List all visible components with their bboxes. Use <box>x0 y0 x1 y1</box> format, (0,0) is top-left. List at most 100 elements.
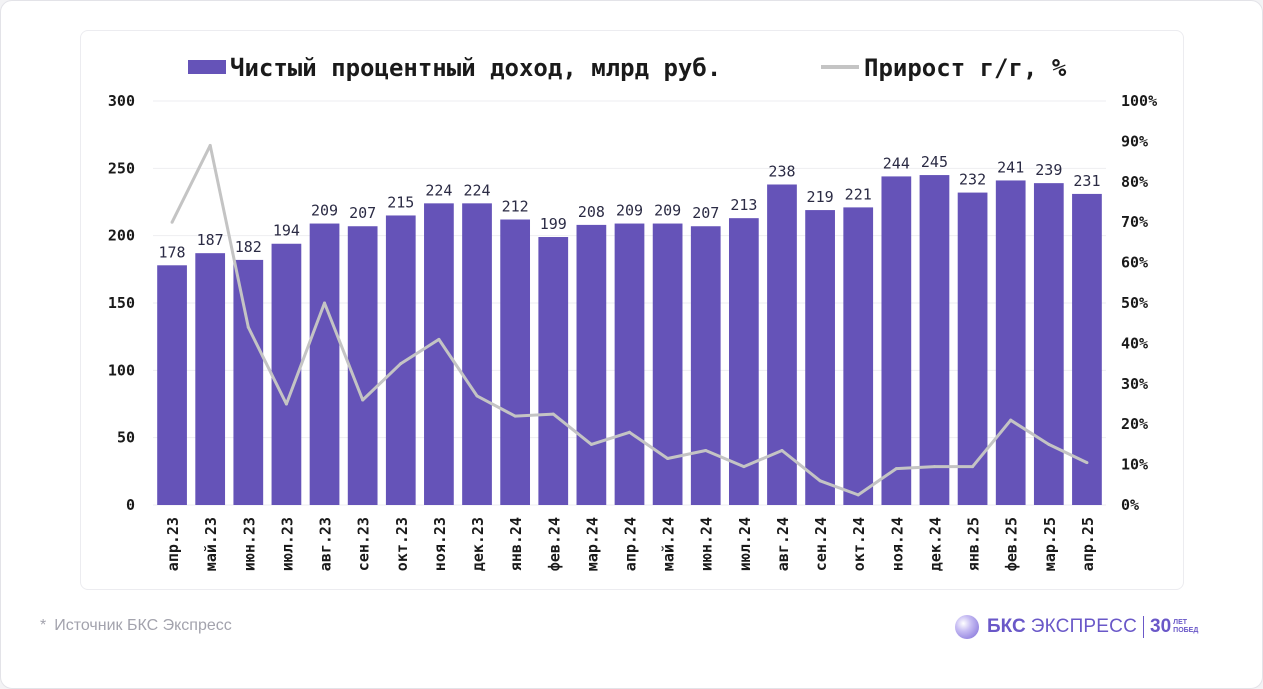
x-tick-label: авг.24 <box>774 517 792 571</box>
bar-value-label: 209 <box>616 202 643 220</box>
y-right-tick-label: 10% <box>1121 456 1148 474</box>
x-tick-label: мар.25 <box>1041 517 1059 571</box>
bar-value-label: 244 <box>883 154 910 172</box>
growth-point <box>589 442 593 446</box>
brand-logo: БКС ЭКСПРЕСС 30 ЛЕТ ПОБЕД <box>955 612 1198 642</box>
x-tick-label: май.23 <box>202 517 220 571</box>
growth-point <box>475 394 479 398</box>
bar-value-label: 215 <box>387 193 414 211</box>
x-tick-label: ноя.24 <box>888 517 906 571</box>
y-left-tick-label: 150 <box>108 294 135 312</box>
growth-point <box>666 457 670 461</box>
growth-point <box>932 465 936 469</box>
y-right-tick-label: 30% <box>1121 375 1148 393</box>
bar-value-label: 209 <box>311 202 338 220</box>
footnote-star: * <box>40 617 47 634</box>
y-right-tick-label: 20% <box>1121 415 1148 433</box>
bar-value-label: 239 <box>1035 161 1062 179</box>
bar-value-label: 224 <box>425 181 452 199</box>
y-right-tick-label: 50% <box>1121 294 1148 312</box>
y-left-tick-label: 0 <box>126 496 135 514</box>
bar <box>805 210 835 505</box>
x-tick-label: окт.23 <box>393 517 411 571</box>
bar <box>309 223 340 505</box>
growth-point <box>704 448 708 452</box>
bar <box>1033 183 1064 505</box>
bar-value-label: 241 <box>997 158 1024 176</box>
growth-point <box>780 448 784 452</box>
bar-value-label: 187 <box>197 231 224 249</box>
growth-point <box>399 362 403 366</box>
logo-separator <box>1143 616 1145 638</box>
bar-value-label: 231 <box>1073 172 1100 190</box>
bar <box>995 180 1026 505</box>
bar-value-label: 232 <box>959 171 986 189</box>
bar <box>690 226 721 506</box>
growth-point <box>818 479 822 483</box>
bar <box>500 219 531 506</box>
y-left-tick-label: 200 <box>108 227 135 245</box>
growth-point <box>551 412 555 416</box>
y-right-tick-label: 100% <box>1121 92 1157 110</box>
bar-value-label: 224 <box>463 181 490 199</box>
x-tick-label: июн.24 <box>698 517 716 571</box>
y-right-tick-label: 40% <box>1121 334 1148 352</box>
legend-bar-label: Чистый процентный доход, млрд руб. <box>230 54 721 82</box>
y-right-tick-label: 80% <box>1121 173 1148 191</box>
x-tick-label: ноя.23 <box>431 517 449 571</box>
growth-point <box>1085 461 1089 465</box>
y-right-tick-label: 0% <box>1121 496 1139 514</box>
y-left-tick-label: 50 <box>117 429 135 447</box>
source-footnote: * Источник БКС Экспресс <box>40 617 232 635</box>
bar-value-label: 209 <box>654 202 681 220</box>
bar <box>957 192 988 505</box>
x-tick-label: сен.23 <box>355 517 373 571</box>
x-tick-label: июн.23 <box>240 517 258 571</box>
bar <box>347 226 378 506</box>
logo-bks: БКС <box>987 616 1026 637</box>
x-tick-label: июл.23 <box>278 517 296 571</box>
y-right-tick-label: 60% <box>1121 254 1148 272</box>
growth-point <box>437 337 441 341</box>
bar-value-label: 208 <box>578 203 605 221</box>
x-tick-label: авг.23 <box>317 517 335 571</box>
x-tick-label: дек.24 <box>926 517 944 571</box>
growth-point <box>1047 442 1051 446</box>
bar-value-label: 219 <box>807 188 834 206</box>
bar <box>614 223 645 505</box>
bar <box>1072 193 1102 506</box>
bar-value-label: 212 <box>502 198 529 216</box>
bar <box>881 176 912 505</box>
bar-value-label: 238 <box>768 162 795 180</box>
bar <box>843 207 874 506</box>
bar <box>195 253 226 505</box>
y-left-tick-label: 300 <box>108 92 135 110</box>
growth-point <box>284 402 288 406</box>
growth-point <box>856 493 860 497</box>
logo-small-text: ЛЕТ ПОБЕД <box>1173 619 1198 635</box>
combo-chart: 0 50 100 150 200 250 300 0% 10% 20% 30% 40% 50% 60% 70… <box>108 54 1157 571</box>
x-tick-label: сен.24 <box>812 517 830 571</box>
x-tick-label: фев.24 <box>545 517 563 571</box>
legend-line-label: Прирост г/г, % <box>864 54 1067 82</box>
bar-value-label: 194 <box>273 222 300 240</box>
x-tick-label: мар.24 <box>583 517 601 571</box>
growth-point <box>628 430 631 434</box>
bar-value-label: 221 <box>845 185 872 203</box>
legend-bar-swatch <box>188 60 226 74</box>
chart-card: 0 50 100 150 200 250 300 0% 10% 20% 30% 40% 50% 60% 70… <box>80 30 1184 590</box>
growth-point <box>971 465 975 469</box>
x-tick-label: янв.25 <box>965 517 983 571</box>
bar <box>233 259 264 505</box>
logo-small-1: ЛЕТ <box>1173 619 1188 626</box>
x-tick-label: фев.25 <box>1003 517 1021 571</box>
bar <box>919 175 950 506</box>
bar-value-label: 207 <box>349 204 376 222</box>
growth-point <box>361 398 365 402</box>
bar <box>576 224 607 506</box>
x-tick-label: апр.25 <box>1079 517 1097 571</box>
growth-point <box>323 301 327 305</box>
x-tick-label: апр.23 <box>164 517 182 571</box>
bar <box>538 237 569 505</box>
bar-value-label: 207 <box>692 204 719 222</box>
